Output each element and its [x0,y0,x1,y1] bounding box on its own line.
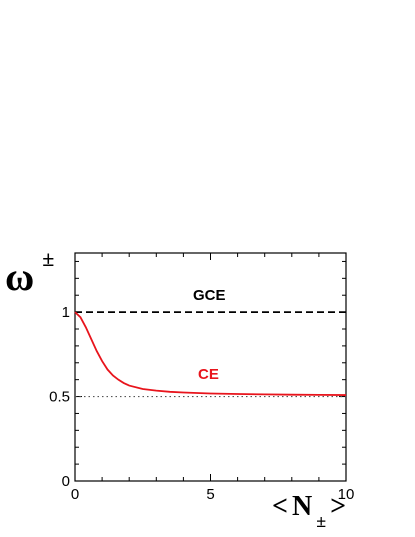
x-tick-label: 5 [206,486,214,503]
y-tick-label: 0.5 [49,389,70,406]
x-axis-label-close: > [330,491,346,522]
x-tick-label: 10 [338,486,355,503]
y-axis-label-superscript: ± [42,246,54,271]
y-tick-label: 0 [62,473,70,490]
y-tick-label: 1 [62,304,70,321]
x-axis-label: < N ± > [272,491,346,531]
annotation-gce: GCE [193,287,226,304]
x-axis-label-subscript: ± [316,511,326,531]
x-tick-label: 0 [71,486,79,503]
ticks: 0 5 10 0 0.5 1 [49,253,354,503]
series-ce-line [74,311,347,396]
series [74,311,347,398]
y-axis-label: ω ± [5,246,54,299]
x-axis-label-open: < [272,491,288,522]
y-axis-label-symbol: ω [5,254,34,299]
x-axis-label-symbol: N [292,491,312,522]
annotation-ce: CE [198,366,219,383]
